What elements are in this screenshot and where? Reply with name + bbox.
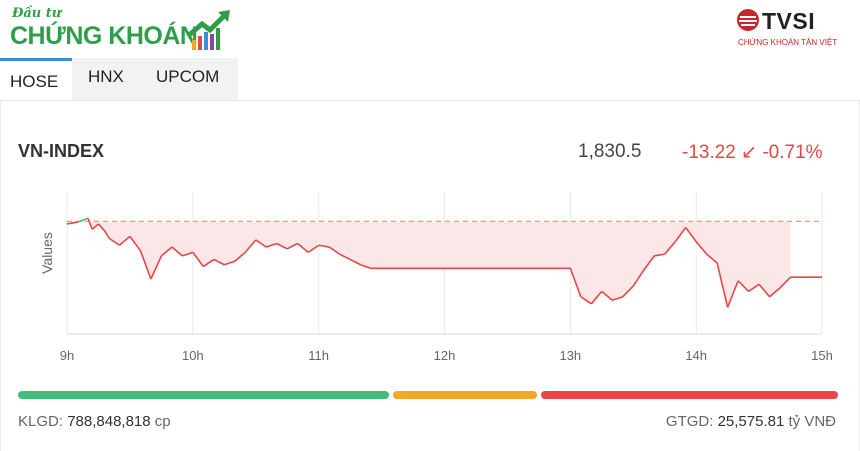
price-line-segment (360, 264, 372, 270)
price-line-segment (769, 287, 781, 298)
price-line-segment (297, 242, 309, 253)
price-line-segment (601, 290, 613, 301)
price-line-segment (716, 262, 729, 308)
price-line-segment (349, 258, 361, 266)
price-line-segment (255, 239, 267, 248)
price-line-segment (171, 246, 183, 257)
price-line-segment (758, 283, 771, 298)
volume-value: 788,848,818 (67, 413, 151, 430)
tab-hose[interactable]: HOSE (0, 58, 72, 102)
index-name: VN-INDEX (18, 141, 105, 161)
partner-subtitle: CHỨNG KHOÁN TÂN VIỆT (738, 38, 838, 47)
x-tick-label: 15h (811, 348, 833, 363)
price-line-segment (706, 253, 718, 264)
site-logo[interactable]: Đầu tư CHỨNG KHOÁN (10, 4, 240, 52)
price-line-segment (748, 283, 760, 293)
advancers-bar (18, 391, 390, 399)
price-line-segment (182, 251, 194, 257)
price-line-segment (632, 269, 645, 287)
price-line-segment (97, 223, 106, 232)
price-line-segment (265, 242, 277, 248)
intraday-chart[interactable]: 9h 10h 11h 12h 13h 14h 15h Values (0, 180, 860, 370)
price-line-segment (643, 255, 655, 271)
price-line-segment (213, 258, 225, 266)
index-change-percent: -0.71% (762, 142, 823, 163)
price-line-segment (286, 242, 299, 250)
price-line-segment (674, 227, 687, 243)
price-line-segment (160, 246, 173, 257)
logo-text-main: CHỨNG KHOÁN (10, 22, 198, 50)
price-line-segment (66, 221, 78, 225)
price-line-segment (77, 217, 89, 223)
price-line-segment (580, 296, 592, 305)
tab-upcom[interactable]: UPCOM (156, 67, 220, 86)
price-line-segment (612, 295, 624, 302)
price-line-segment (244, 239, 257, 253)
price-line-segment (87, 217, 93, 230)
market-breadth-bar (18, 391, 838, 399)
logo-text-top: Đầu tư (12, 6, 62, 21)
price-line-segment (685, 227, 697, 243)
price-line-segment (108, 237, 120, 246)
price-line-segment (664, 241, 676, 255)
price-line-segment (328, 246, 341, 255)
y-axis-label: Values (39, 232, 55, 274)
price-line-segment (339, 253, 351, 261)
trading-volume: KLGD: 788,848,818 cp (18, 413, 171, 430)
index-value: 1,830.5 (578, 141, 642, 162)
price-line-segment (276, 242, 288, 250)
down-arrow-icon: ↙ (741, 142, 758, 163)
decliners-bar (540, 391, 838, 399)
tab-hnx[interactable]: HNX (88, 67, 124, 86)
price-line-segment (779, 276, 792, 289)
price-line-segment (224, 260, 236, 266)
price-line-segment (139, 250, 152, 280)
price-line-segment (150, 255, 163, 280)
price-line-segment (654, 253, 665, 257)
turnover-unit: tỷ VNĐ (788, 413, 836, 430)
turnover-value: 25,575.81 (717, 413, 785, 430)
price-line-segment (737, 280, 750, 292)
price-line-segment (318, 244, 330, 248)
unchanged-bar (393, 391, 537, 399)
x-tick-label: 10h (182, 348, 204, 363)
price-line-segment (118, 235, 131, 246)
trading-value: GTGD: 25,575.81 tỷ VNĐ (666, 413, 836, 430)
price-line-segment (104, 230, 110, 239)
price-line-segment (590, 290, 603, 305)
price-line-segment (726, 280, 739, 308)
below-reference-area (67, 221, 791, 308)
price-line-segment (129, 235, 142, 252)
price-line-segment (569, 268, 582, 298)
price-line-segment (307, 244, 320, 254)
price-line-segment (234, 251, 246, 262)
price-line-segment (202, 258, 215, 268)
volume-label: KLGD: (18, 413, 64, 430)
growth-chart-icon (186, 10, 230, 50)
index-change-points: -13.22 (682, 142, 736, 163)
price-line-segment (622, 285, 634, 298)
price-line-segment (695, 241, 708, 255)
price-line-segment (192, 251, 204, 268)
x-tick-label: 13h (559, 348, 581, 363)
price-line-segment (91, 223, 99, 230)
index-change: -13.22 ↙ -0.71% (682, 141, 823, 164)
x-tick-label: 12h (434, 348, 456, 363)
tvsi-emblem-icon (737, 9, 759, 31)
volume-unit: cp (154, 413, 171, 430)
x-tick-label: 14h (685, 348, 707, 363)
turnover-label: GTGD: (665, 413, 714, 430)
x-tick-label: 11h (308, 348, 329, 363)
partner-logo[interactable]: TVSI CHỨNG KHOÁN TÂN VIỆT (736, 6, 846, 56)
partner-name: TVSI (762, 8, 816, 34)
x-tick-label: 9h (60, 348, 74, 363)
